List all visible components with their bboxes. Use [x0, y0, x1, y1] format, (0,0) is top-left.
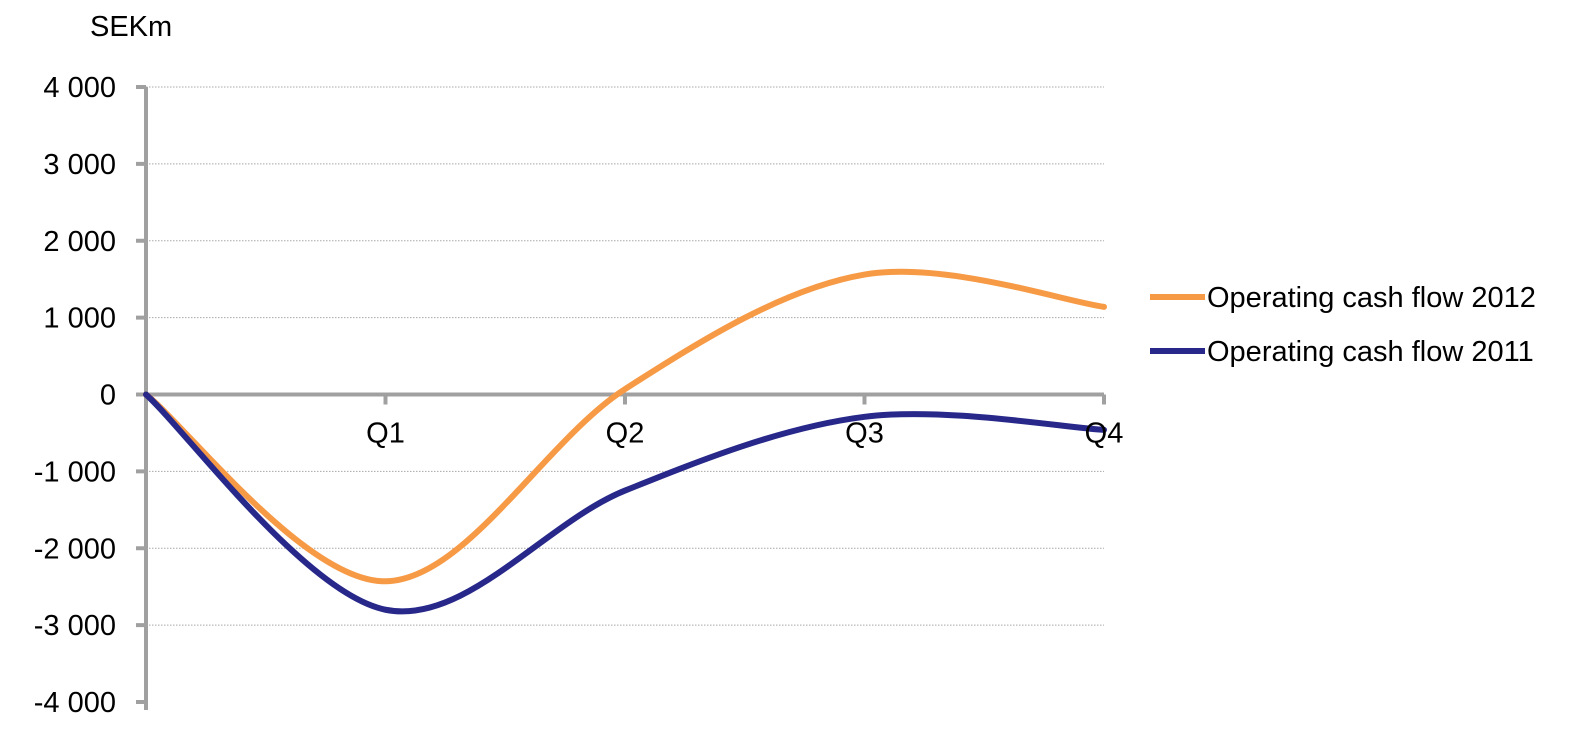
- y-tick-label: 3 000: [43, 149, 116, 181]
- y-tick-label: -3 000: [34, 610, 116, 642]
- y-tick-label: -2 000: [34, 533, 116, 565]
- y-tick-label: 4 000: [43, 72, 116, 104]
- x-tick-label: Q2: [606, 418, 645, 450]
- y-tick-label: -1 000: [34, 456, 116, 488]
- x-tick-label: Q4: [1085, 418, 1124, 450]
- grid-layer: [146, 86, 1104, 626]
- ticks-layer: 4 000 3 000 2 000 1 000 0 -1 000 -2 000 -3 000 -…: [34, 72, 1124, 719]
- series-layer: [143, 268, 1107, 615]
- y-tick-label: -4 000: [34, 687, 116, 719]
- x-tick-label: Q3: [845, 418, 884, 450]
- y-tick-label: 1 000: [43, 303, 116, 335]
- y-tick-label: 2 000: [43, 226, 116, 258]
- x-tick-label: Q1: [366, 418, 405, 450]
- series-line-2: [143, 391, 1107, 615]
- series-line-1: [143, 268, 1107, 585]
- axes-layer: [136, 85, 1106, 710]
- legend: Operating cash flow 2012 Operating cash f…: [1150, 282, 1536, 368]
- legend-label: Operating cash flow 2012: [1207, 282, 1536, 314]
- y-tick-label: 0: [100, 380, 116, 412]
- legend-label: Operating cash flow 2011: [1207, 336, 1534, 368]
- y-axis-label: SEKm: [90, 11, 172, 43]
